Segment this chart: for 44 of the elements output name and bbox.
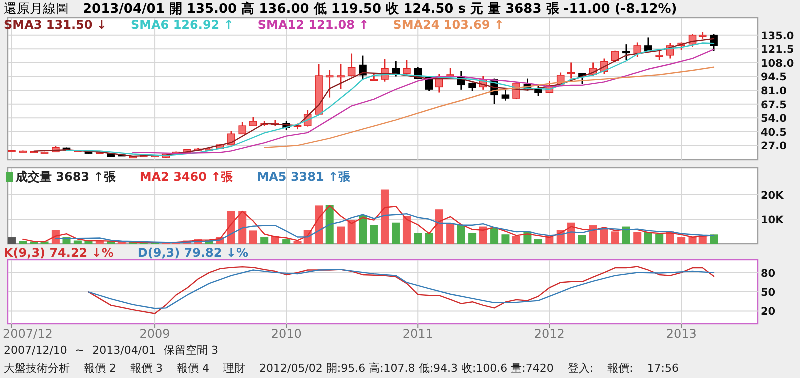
y-tick-label: 135.0 <box>761 30 794 42</box>
series-label: D(9,3) 79.82 ↓% <box>138 246 248 260</box>
text: SMA6 126.92 ↑ <box>130 18 234 32</box>
text: 登入: <box>568 362 594 375</box>
text: 報價 4 <box>177 362 210 375</box>
text: SMA12 121.08 ↑ <box>258 18 370 32</box>
text: 報價 3 <box>130 362 163 375</box>
x-tick-label: 2012 <box>534 327 565 341</box>
text: 大盤技術分析 <box>4 362 70 375</box>
x-tick-label: 2013 <box>666 327 697 341</box>
x-tick-label: 2007/12 <box>3 327 53 341</box>
chart-subtitle: 2013/04/01 開 135.00 高 136.00 低 119.50 收 124.50 s 元 量 3683 張 -11.00 (-8.12%) <box>83 1 678 17</box>
y-tick-label: 67.5 <box>761 99 787 112</box>
legend-label: 成交量 3683 ↑張 <box>15 170 117 184</box>
x-tick-label: 2010 <box>271 327 302 341</box>
text: SMA3 131.50 ↓ <box>4 18 107 32</box>
y-tick-label: 20 <box>761 306 776 318</box>
x-tick-label: 2009 <box>140 327 170 341</box>
text: ~ <box>75 344 85 357</box>
text: 17:56 <box>647 362 680 375</box>
text: K(9,3) 74.22 ↓% <box>4 246 114 260</box>
text: 2012/05/02 開:95.6 高:107.8 低:94.3 收:100.6 量:7420 <box>260 362 554 375</box>
text: 保留空間 3 <box>164 344 219 357</box>
y-tick-label: 10K <box>761 214 785 226</box>
y-tick-label: 121.5 <box>761 44 794 56</box>
text: MA5 3381 ↑張 <box>257 170 352 184</box>
x-tick-label: 2011 <box>402 327 434 341</box>
text: 報價: <box>608 362 634 375</box>
text: 理財 <box>224 362 246 375</box>
y-tick-label: 40.5 <box>761 126 787 139</box>
y-tick-label: 50 <box>761 287 776 299</box>
text: 2007/12/10 <box>4 344 68 357</box>
text: 報價 2 <box>84 362 116 375</box>
y-tick-label: 108.0 <box>761 58 794 70</box>
chart-title: 還原月線圖 <box>4 2 69 17</box>
y-tick-label: 27.0 <box>761 140 787 153</box>
y-tick-label: 20K <box>761 190 785 202</box>
y-tick-label: 80 <box>761 268 776 280</box>
y-tick-label: 94.5 <box>761 72 787 84</box>
text: MA2 3460 ↑張 <box>140 170 234 184</box>
y-tick-label: 81.0 <box>761 86 787 98</box>
text: 2013/04/01 <box>92 344 156 357</box>
y-tick-label: 54.0 <box>761 113 787 126</box>
text: SMA24 103.69 ↑ <box>393 18 504 32</box>
